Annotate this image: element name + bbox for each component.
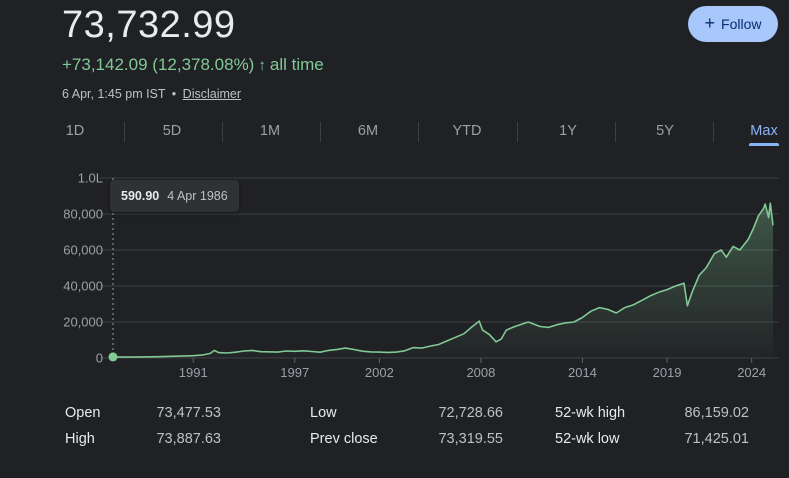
tab-divider	[124, 122, 125, 142]
stat-52wk-low-label: 52-wk low	[555, 431, 620, 447]
x-tick-label: 1997	[280, 365, 309, 380]
tab-divider	[615, 122, 616, 142]
stat-open-label: Open	[65, 405, 101, 421]
plus-icon: +	[704, 13, 716, 33]
stat-prev-close-value: 73,319.55	[438, 431, 503, 447]
x-tick-label: 2024	[737, 365, 766, 380]
timestamp: 6 Apr, 1:45 pm IST	[62, 87, 166, 101]
tab-max[interactable]: Max	[749, 118, 779, 148]
tab-5y[interactable]: 5Y	[656, 123, 674, 139]
hover-point	[108, 352, 118, 362]
tab-divider	[222, 122, 223, 142]
stat-low-label: Low	[310, 405, 337, 421]
current-price: 73,732.99	[62, 4, 236, 46]
stat-prev-close-label: Prev close	[310, 431, 378, 447]
y-tick-label: 1.0L	[78, 171, 103, 186]
time-range-tabs: 1D 5D 1M 6M YTD 1Y 5Y Max	[0, 118, 789, 150]
series-line	[112, 202, 774, 358]
series-area	[113, 203, 773, 358]
change-value: +73,142.09 (12,378.08%)	[62, 55, 255, 74]
change-period: all time	[269, 55, 324, 74]
tab-divider	[418, 122, 419, 142]
stat-52wk-high-value: 86,159.02	[684, 405, 749, 421]
stat-high-value: 73,887.63	[156, 431, 221, 447]
tab-6m[interactable]: 6M	[357, 123, 379, 139]
tab-1d[interactable]: 1D	[65, 123, 85, 139]
y-tick-label: 0	[96, 351, 103, 366]
x-tick-label: 2014	[568, 365, 597, 380]
tooltip-date: 4 Apr 1986	[167, 189, 228, 203]
stat-52wk-low-value: 71,425.01	[684, 431, 749, 447]
stat-52wk-high-label: 52-wk high	[555, 405, 626, 421]
tab-divider	[320, 122, 321, 142]
y-tick-label: 60,000	[63, 243, 103, 258]
tab-1m[interactable]: 1M	[259, 123, 281, 139]
price-change: +73,142.09 (12,378.08%) ↑ all time	[62, 55, 324, 75]
arrow-up-icon: ↑	[258, 56, 266, 74]
tab-1y[interactable]: 1Y	[559, 123, 577, 139]
quote-meta: 6 Apr, 1:45 pm IST • Disclaimer	[62, 87, 241, 101]
meta-separator: •	[171, 87, 177, 101]
tab-5d[interactable]: 5D	[162, 123, 182, 139]
follow-button[interactable]: + Follow	[688, 6, 778, 42]
follow-label: Follow	[721, 16, 762, 32]
price-chart[interactable]: 0 20,000 40,000 60,000 80,000 1.0L 1991 1997 200…	[0, 160, 789, 390]
stat-high-label: High	[65, 431, 95, 447]
tab-ytd[interactable]: YTD	[452, 123, 482, 139]
y-tick-label: 40,000	[63, 279, 103, 294]
tab-divider	[517, 122, 518, 142]
disclaimer-link[interactable]: Disclaimer	[182, 87, 242, 101]
x-tick-label: 1991	[179, 365, 208, 380]
x-tick-label: 2019	[653, 365, 682, 380]
x-tick-label: 2002	[365, 365, 394, 380]
tab-divider	[713, 122, 714, 142]
stat-open-value: 73,477.53	[156, 405, 221, 421]
chart-tooltip: 590.90 4 Apr 1986	[110, 180, 239, 212]
tooltip-value: 590.90	[121, 189, 160, 203]
stat-low-value: 72,728.66	[438, 405, 503, 421]
y-tick-label: 20,000	[63, 315, 103, 330]
y-tick-label: 80,000	[63, 207, 103, 222]
x-tick-label: 2008	[466, 365, 495, 380]
